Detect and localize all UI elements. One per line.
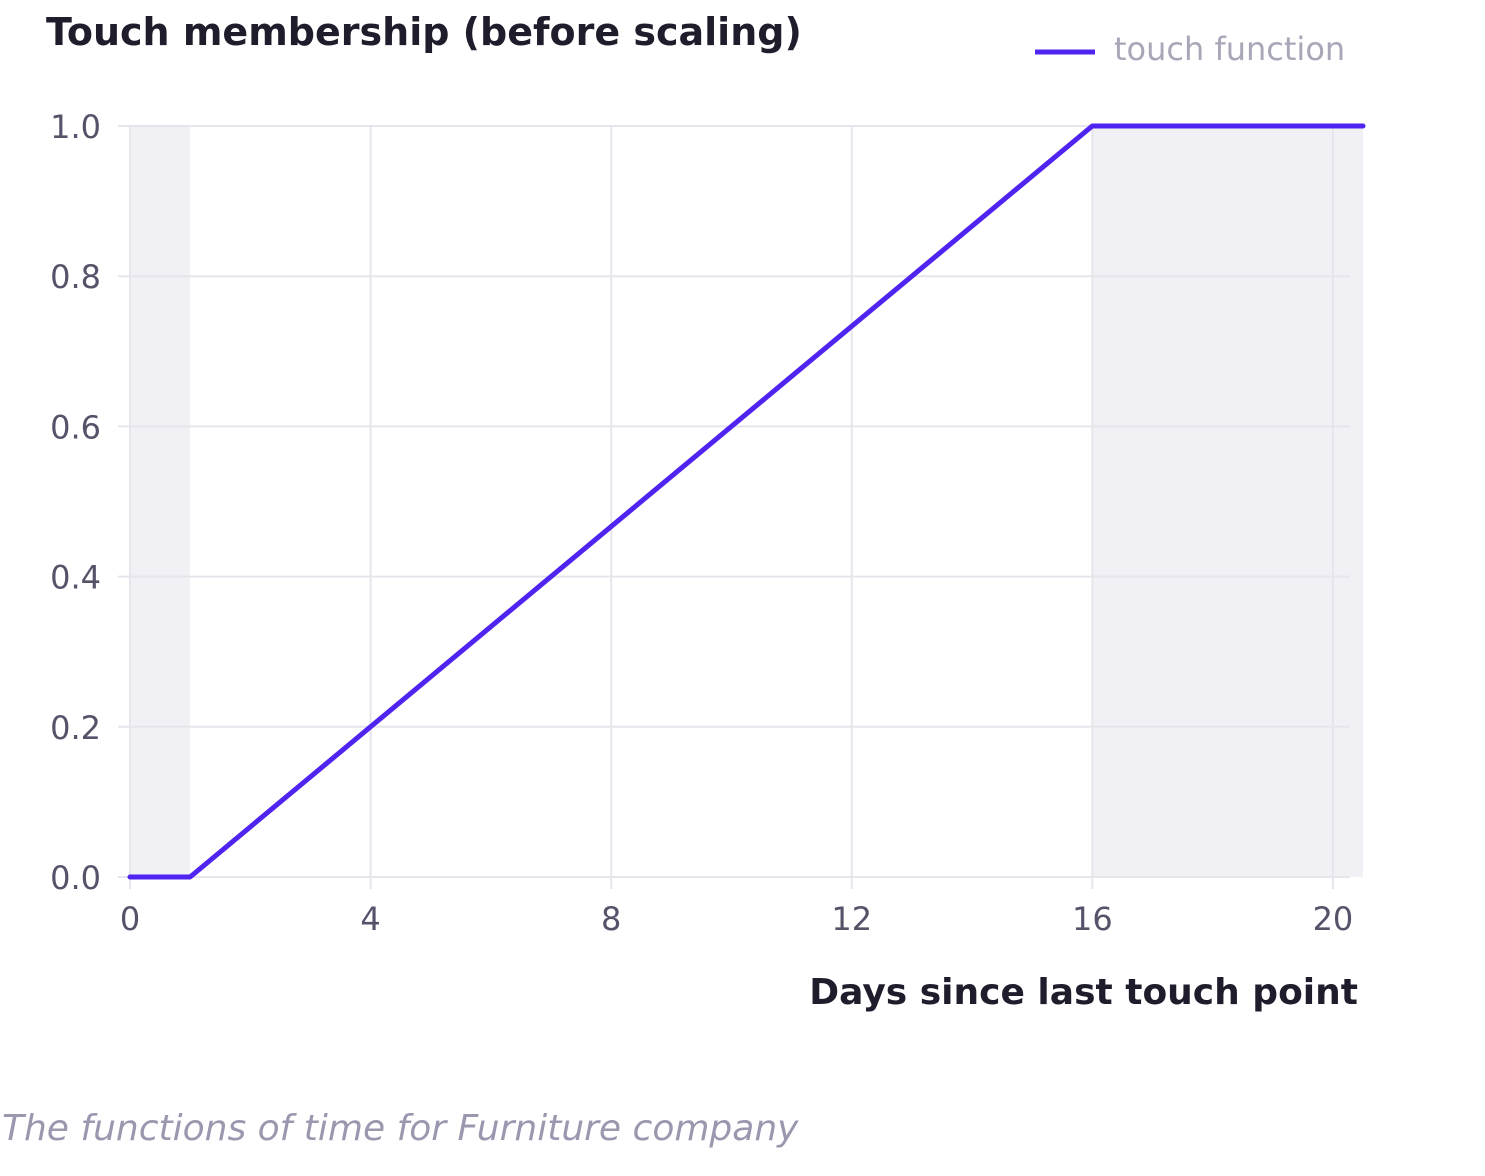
y-tick-label: 0.4 [50,559,101,597]
chart: 0.0 0.2 0.4 0.6 0.8 1.0 0 4 8 12 16 20 Touch membe… [46,10,1366,1013]
series-lines [127,123,1366,880]
x-tick-label: 20 [1313,900,1354,938]
x-tick-label: 8 [601,900,621,938]
shaded-region-0 [130,126,191,877]
y-tick-label: 0.8 [50,258,101,296]
y-tick-label: 0.0 [50,859,101,897]
legend: touch function [1035,30,1345,68]
y-tick-labels: 0.0 0.2 0.4 0.6 0.8 1.0 [50,108,101,897]
x-tick-label: 12 [831,900,872,938]
x-tick-labels: 0 4 8 12 16 20 [120,900,1353,938]
chart-title: Touch membership (before scaling) [46,10,802,54]
x-tick-label: 4 [360,900,380,938]
shaded-regions [130,126,1363,877]
grid-lines [118,125,1350,889]
x-axis-label: Days since last touch point [809,972,1358,1013]
figure-caption: The functions of time for Furniture comp… [2,1108,799,1149]
y-tick-label: 0.6 [50,408,101,446]
x-tick-label: 0 [120,900,140,938]
y-tick-label: 0.2 [50,709,101,747]
x-tick-label: 16 [1072,900,1113,938]
series-line-0 [127,123,1366,880]
shaded-region-1 [1092,126,1363,877]
y-tick-label: 1.0 [50,108,101,146]
legend-label: touch function [1114,30,1345,68]
